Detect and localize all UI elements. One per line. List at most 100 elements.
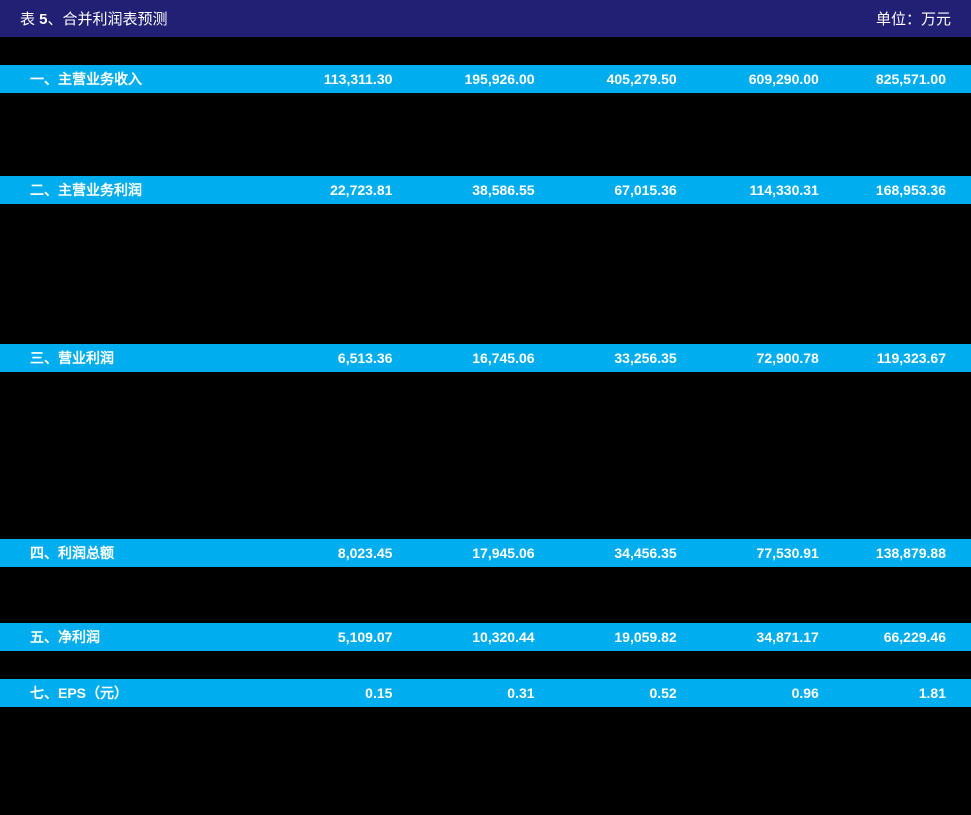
row-label: 加：其他业务利润	[0, 204, 260, 232]
title-prefix: 表	[20, 11, 39, 28]
cell-value	[829, 512, 971, 540]
row-label: 减：主营业务成本	[0, 93, 260, 121]
row-label	[0, 512, 260, 540]
cell-value: 0.00	[687, 400, 829, 428]
cell-value: 10,336.91	[545, 567, 687, 595]
cell-value: 2007E	[545, 37, 687, 65]
cell-value: 41,663.96	[829, 567, 971, 595]
cell-value	[260, 316, 402, 344]
row-label: 三、营业利润	[0, 344, 260, 372]
table-row	[0, 316, 971, 344]
row-label: 补贴收入	[0, 400, 260, 428]
cell-value: 0.00	[545, 428, 687, 456]
cell-value: 22,723.81	[260, 176, 402, 204]
table-title-bar: 表 5、合并利润表预测 单位：万元	[0, 0, 971, 37]
cell-value: 0.96	[687, 679, 829, 707]
cell-value: 1,200.00	[402, 372, 544, 400]
cell-value: 4,630.13	[687, 372, 829, 400]
cell-value: 118.61	[260, 428, 402, 456]
cell-value: 5,109.07	[260, 623, 402, 651]
title-suffix: 、合并利润表预测	[48, 11, 168, 28]
cell-value: 0.00	[402, 484, 544, 512]
cell-value: 0.00	[545, 400, 687, 428]
cell-value: 0.00	[829, 484, 971, 512]
cell-value: 8,100.00	[829, 288, 971, 316]
cell-value	[402, 316, 544, 344]
table-row: 减：营业外支出144.420.000.000.000.00	[0, 456, 971, 484]
row-label: 少数股东损益	[0, 595, 260, 623]
cell-value	[687, 149, 829, 177]
cell-value: 3,600.00	[545, 288, 687, 316]
table-row: 七、EPS（元）0.150.310.520.961.81	[0, 679, 971, 707]
cell-value: 66,229.46	[829, 623, 971, 651]
cell-value: 8,023.45	[260, 539, 402, 567]
cell-value: 900.00	[402, 204, 544, 232]
table-row: 加：前期损益调整-519.130.000.000.000.00	[0, 484, 971, 512]
cell-value: 15,030.00	[829, 232, 971, 260]
table-row: 二、主营业务利润22,723.8138,586.5567,015.36114,3…	[0, 176, 971, 204]
row-label: 管理费用	[0, 260, 260, 288]
row-label: 七、EPS（元）	[0, 679, 260, 707]
row-label: 加：投资收益	[0, 372, 260, 400]
cell-value: 0.15	[260, 679, 402, 707]
cell-value: 0.00	[402, 456, 544, 484]
cell-value: 0.00	[402, 428, 544, 456]
row-label: 五、净利润	[0, 623, 260, 651]
cell-value: 13,350.00	[545, 232, 687, 260]
table-row: 加：投资收益2,055.031,200.001,200.004,630.1319…	[0, 372, 971, 400]
cell-value: 2005A	[260, 37, 402, 65]
income-statement-table: 2005A2006A2007E2008E2009E一、主营业务收入113,311…	[0, 37, 971, 707]
cell-value: 1,500.00	[687, 204, 829, 232]
cell-value: 609,290.00	[687, 65, 829, 93]
cell-value: 138,879.88	[829, 539, 971, 567]
cell-value: 10,320.44	[402, 623, 544, 651]
cell-value: 30,986.46	[829, 595, 971, 623]
cell-value: 1,106.59	[260, 595, 402, 623]
cell-value: 114,330.31	[687, 176, 829, 204]
row-label: 减：营业外支出	[0, 456, 260, 484]
cell-value: 23,259.27	[687, 567, 829, 595]
cell-value: 2006A	[402, 37, 544, 65]
cell-value	[545, 316, 687, 344]
cell-value: 0.31	[402, 679, 544, 707]
cell-value: 9,458.90	[260, 260, 402, 288]
cell-value: -519.13	[260, 484, 402, 512]
cell-value: 19,400.46	[687, 595, 829, 623]
cell-value: 168,953.36	[829, 176, 971, 204]
cell-value: 6,513.36	[260, 344, 402, 372]
cell-value: 33,256.35	[545, 344, 687, 372]
table-row: 减：所得税1,807.795,383.5210,336.9123,259.274…	[0, 567, 971, 595]
cell-value: 88,841.70	[260, 93, 402, 121]
row-label: 减：所得税	[0, 567, 260, 595]
cell-value: 2009E	[829, 37, 971, 65]
cell-value: 67,015.36	[545, 176, 687, 204]
cell-value: 2,000.00	[829, 204, 971, 232]
cell-value	[402, 512, 544, 540]
cell-value: 0.00	[687, 428, 829, 456]
row-label: 四、利润总额	[0, 539, 260, 567]
cell-value: 18,009.01	[545, 260, 687, 288]
cell-value: 13,211.46	[402, 260, 544, 288]
row-label: 二、主营业务利润	[0, 176, 260, 204]
cell-value: 19,059.82	[545, 623, 687, 651]
cell-value: 405,279.50	[545, 65, 687, 93]
cell-value	[687, 512, 829, 540]
cell-value: 0.00	[829, 428, 971, 456]
cell-value: 0.00	[687, 456, 829, 484]
cell-value: 154,884.00	[402, 93, 544, 121]
cell-value: 1,807.79	[260, 567, 402, 595]
table-row: 补贴收入0.000.000.000.000.00	[0, 400, 971, 428]
cell-value: 17,945.06	[402, 539, 544, 567]
row-label: 减：营业费用	[0, 232, 260, 260]
cell-value: 5,059.63	[545, 595, 687, 623]
table-row: 四、利润总额8,023.4517,945.0634,456.3577,530.9…	[0, 539, 971, 567]
table-row: 主营业务税金及附加1,745.792,455.504,341.856,089.7…	[0, 121, 971, 149]
table-row: 三、营业利润6,513.3616,745.0633,256.3572,900.7…	[0, 344, 971, 372]
cell-value: 1,600.00	[402, 288, 544, 316]
cell-value: 0.00	[829, 400, 971, 428]
row-label: 加：前期损益调整	[0, 484, 260, 512]
table-row: 减：营业费用4,337.527,930.0213,350.0014,610.00…	[0, 232, 971, 260]
cell-value: 2,455.50	[402, 121, 544, 149]
cell-value	[545, 149, 687, 177]
cell-value: 28,499.69	[829, 260, 971, 288]
